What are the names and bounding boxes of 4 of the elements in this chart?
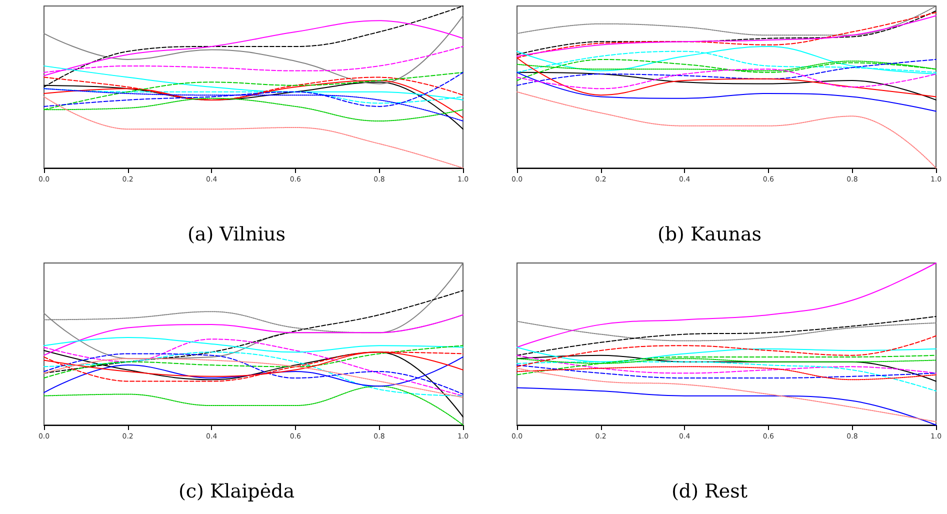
text: (d) Rest <box>672 480 748 502</box>
text: (c) Klaipėda <box>178 480 295 502</box>
text: (b) Kaunas <box>657 224 762 246</box>
text: (a) Vilnius <box>187 224 286 246</box>
